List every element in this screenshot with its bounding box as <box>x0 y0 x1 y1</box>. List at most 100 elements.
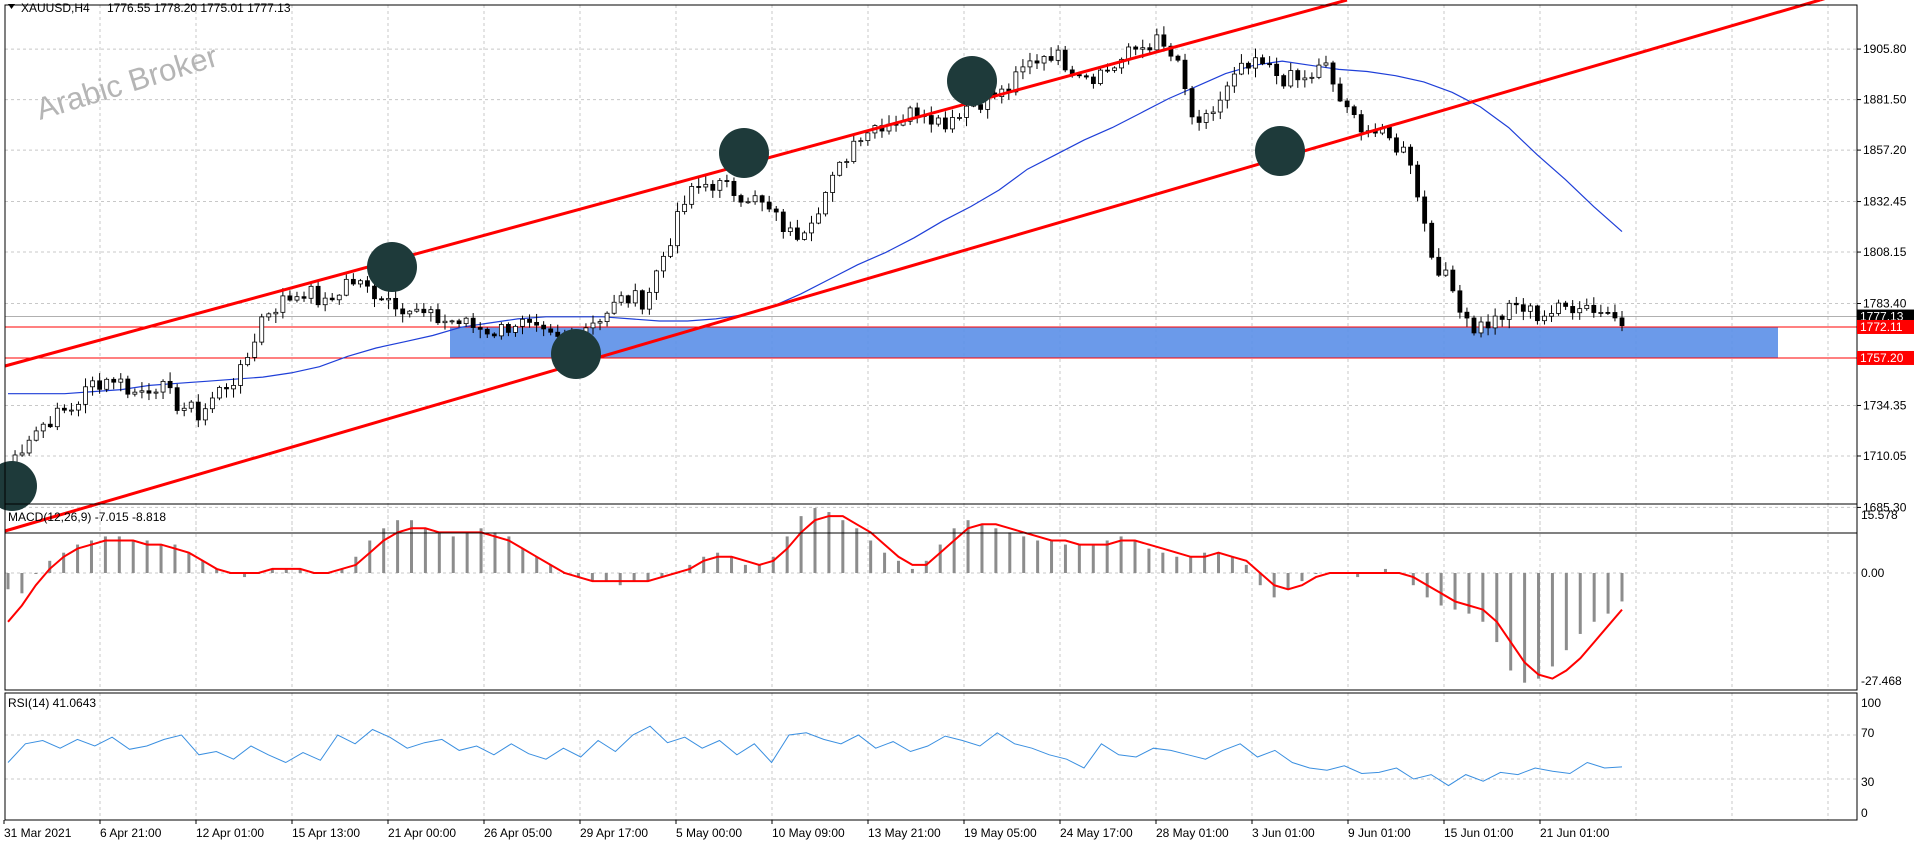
candle-body <box>139 390 145 393</box>
candle-body <box>1224 85 1230 101</box>
support-zone-rect <box>450 326 1778 358</box>
macd-histogram-bar <box>1175 556 1179 573</box>
candle-body <box>61 407 67 411</box>
candle-body <box>1126 46 1132 60</box>
macd-histogram-bar <box>966 520 970 573</box>
candle-body <box>308 285 314 299</box>
y-tick-label: 1783.40 <box>1863 297 1907 311</box>
candle-body <box>1591 304 1597 313</box>
x-tick-label: 29 Apr 17:00 <box>580 826 648 840</box>
y-tick-label: 1905.80 <box>1863 42 1907 56</box>
macd-histogram-bar <box>785 536 789 573</box>
macd-histogram-bar <box>1189 556 1193 573</box>
macd-histogram-bar <box>702 556 706 573</box>
candle-body <box>336 294 342 301</box>
x-tick-label: 5 May 00:00 <box>676 826 742 840</box>
macd-histogram-bar <box>660 573 664 578</box>
candle-body <box>809 222 814 234</box>
x-tick-label: 21 Jun 01:00 <box>1540 826 1610 840</box>
candle-body <box>421 308 427 314</box>
candle-body <box>942 117 948 130</box>
candlesticks <box>5 26 1625 481</box>
candle-body <box>1041 56 1047 64</box>
macd-histogram-bar <box>521 548 525 573</box>
candle-body <box>865 132 871 142</box>
candle-body <box>1471 317 1477 334</box>
macd-histogram-bar <box>1063 544 1067 573</box>
x-tick-label: 15 Apr 13:00 <box>292 826 360 840</box>
candle-body <box>675 211 680 247</box>
candle-body <box>745 201 751 204</box>
symbol-dropdown-icon[interactable] <box>8 4 15 9</box>
candle-body <box>816 213 821 224</box>
candle-body <box>1450 269 1456 292</box>
rsi-label: RSI(14) 41.0643 <box>8 696 96 710</box>
candle-body <box>498 324 504 337</box>
candle-body <box>111 378 117 383</box>
price-level-label: 1757.20 <box>1860 351 1904 365</box>
macd-histogram-bar <box>1564 573 1568 651</box>
macd-histogram-bar <box>1105 540 1109 573</box>
macd-histogram-bar <box>924 560 928 573</box>
macd-histogram-bar <box>284 568 288 573</box>
candle-body <box>1464 311 1470 319</box>
macd-histogram-bar <box>1550 573 1554 667</box>
candle-body <box>1584 304 1590 310</box>
macd-histogram-bar <box>632 573 636 582</box>
candle-body <box>1577 308 1583 314</box>
macd-histogram-bar <box>980 524 984 573</box>
candle-body <box>484 328 490 335</box>
macd-histogram-bar <box>1091 544 1095 573</box>
candle-body <box>1147 47 1153 51</box>
candle-body <box>1344 100 1350 108</box>
candle-body <box>1323 62 1329 66</box>
candle-body <box>153 391 159 394</box>
candle-body <box>1330 62 1336 85</box>
candle-body <box>1408 146 1413 166</box>
candle-body <box>477 327 483 330</box>
macd-histogram-bar <box>1022 536 1026 573</box>
candle-body <box>167 380 173 389</box>
candle-body <box>1083 75 1089 78</box>
macd-histogram-bar <box>771 556 775 573</box>
price-level-tag <box>1857 350 1914 365</box>
macd-histogram-bar <box>938 544 942 573</box>
macd-histogram-bar <box>507 536 511 573</box>
macd-histogram-bar <box>1592 573 1596 622</box>
candle-body <box>47 423 53 428</box>
grid <box>5 5 1857 820</box>
candle-body <box>1316 64 1322 78</box>
candle-body <box>19 452 25 456</box>
macd-histogram-bar <box>827 512 831 573</box>
macd-histogram-bar <box>841 520 845 573</box>
candle-body <box>513 325 518 333</box>
candle-body <box>400 308 406 315</box>
candle-body <box>830 174 836 193</box>
macd-histogram-bar <box>576 573 580 578</box>
rsi-frame <box>4 692 1858 821</box>
candle-body <box>463 317 469 325</box>
macd-histogram-bar <box>1133 540 1137 573</box>
macd-histogram-bar <box>1161 552 1165 573</box>
macd-histogram-bar <box>243 573 247 578</box>
y-tick-label: 1832.45 <box>1863 195 1907 209</box>
channel-lower-line <box>4 0 1821 533</box>
ma-polyline <box>8 60 1623 395</box>
macd-histogram-bar <box>1077 544 1081 573</box>
candle-body <box>26 439 32 454</box>
candle-body <box>590 322 596 329</box>
macd-histogram-bar <box>1119 536 1123 573</box>
candle-body <box>132 391 138 395</box>
candle-body <box>456 320 462 325</box>
candle-body <box>252 341 258 358</box>
candle-body <box>146 390 152 394</box>
macd-histogram-bar <box>368 540 372 573</box>
macd-histogram-bar <box>952 528 956 573</box>
candle-body <box>802 232 807 240</box>
macd-histogram-bar <box>1203 552 1207 573</box>
candle-body <box>428 309 434 314</box>
macd-histogram-bar <box>103 536 107 573</box>
candle-body <box>1013 71 1019 93</box>
macd-histogram-bar <box>813 508 817 573</box>
